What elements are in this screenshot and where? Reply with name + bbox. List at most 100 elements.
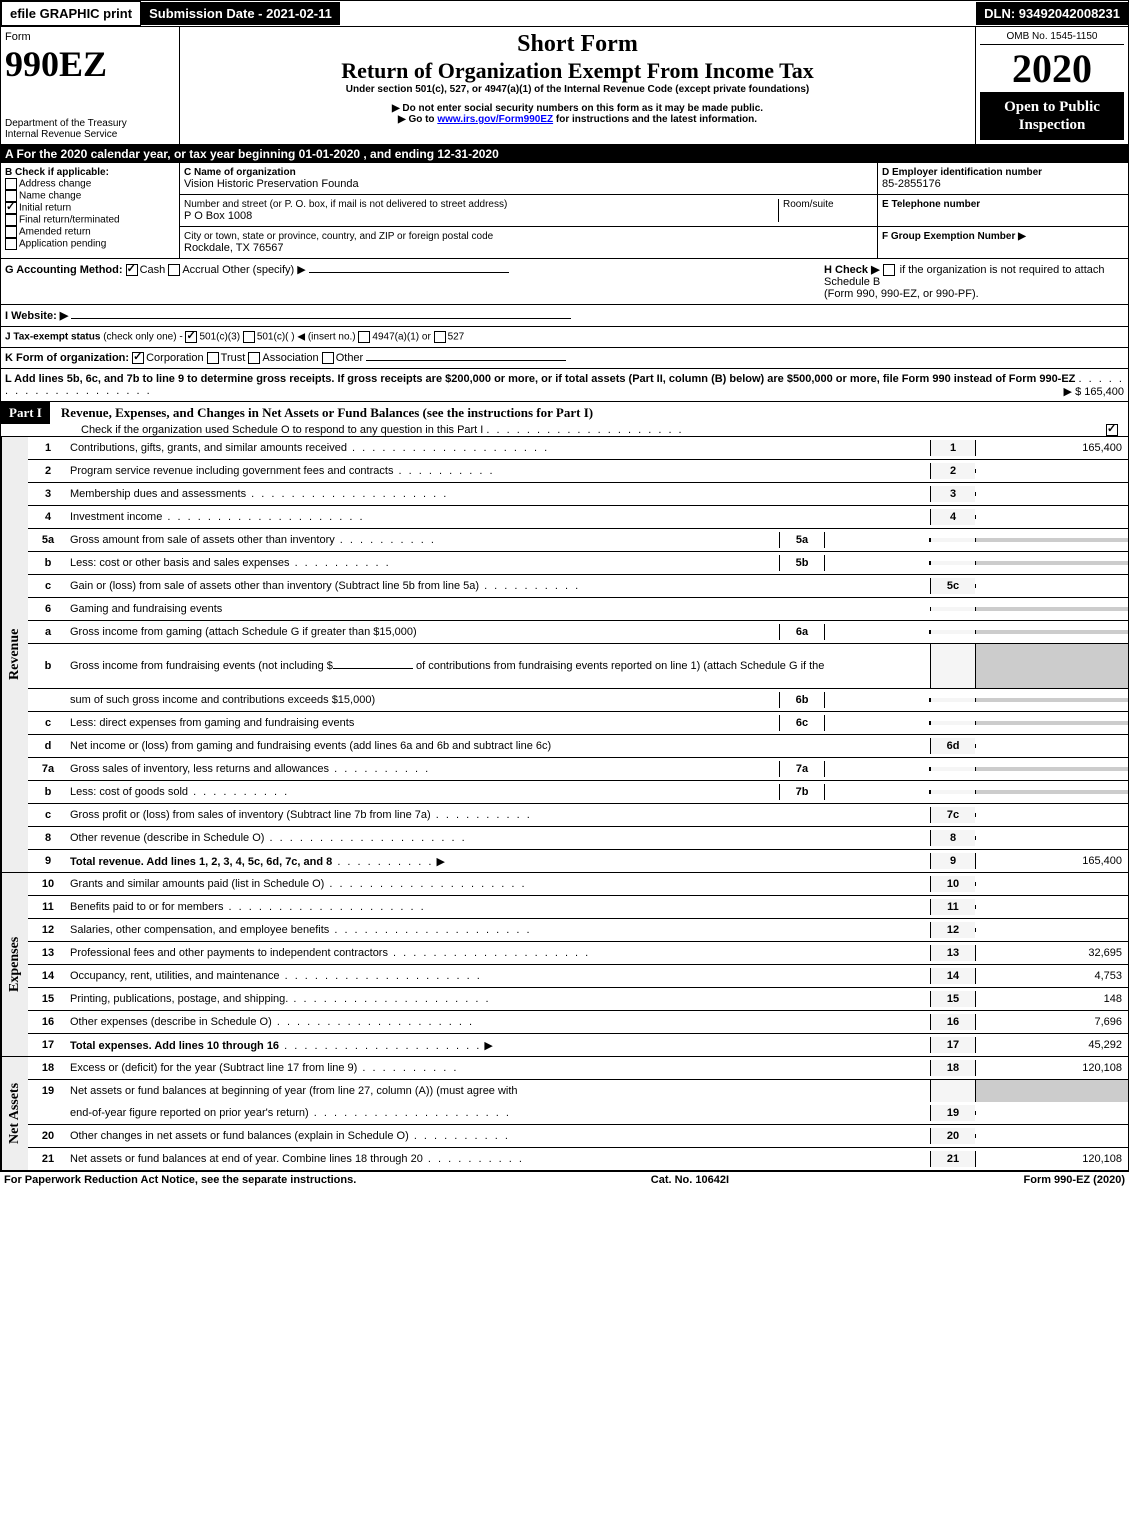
line-k: K Form of organization: Corporation Trus… bbox=[1, 348, 1128, 369]
l6b-d2: of contributions from fundraising events… bbox=[416, 660, 824, 672]
l10-num: 10 bbox=[28, 876, 68, 892]
l4-nb: 4 bbox=[930, 509, 975, 525]
irs-label: Internal Revenue Service bbox=[5, 129, 175, 140]
room-label: Room/suite bbox=[783, 199, 873, 210]
cash-checkbox[interactable] bbox=[126, 264, 138, 276]
accrual-checkbox[interactable] bbox=[168, 264, 180, 276]
l6c-num: c bbox=[28, 715, 68, 731]
other-org-input[interactable] bbox=[366, 360, 566, 361]
corp-checkbox[interactable] bbox=[132, 352, 144, 364]
l19-val bbox=[975, 1111, 1128, 1115]
l7c-nb: 7c bbox=[930, 807, 975, 823]
form-ref: Form 990-EZ (2020) bbox=[1024, 1174, 1125, 1186]
527-checkbox[interactable] bbox=[434, 331, 446, 343]
group-exemption-label: F Group Exemption Number ▶ bbox=[882, 231, 1124, 242]
l6-desc: Gaming and fundraising events bbox=[68, 601, 930, 617]
501c3-checkbox[interactable] bbox=[185, 331, 197, 343]
initial-return-checkbox[interactable] bbox=[5, 202, 17, 214]
l6b-input[interactable] bbox=[333, 668, 413, 669]
submission-date-label: Submission Date - 2021-02-11 bbox=[141, 2, 340, 25]
entity-info-section: B Check if applicable: Address change Na… bbox=[1, 163, 1128, 259]
other-method-input[interactable] bbox=[309, 272, 509, 273]
4947-checkbox[interactable] bbox=[358, 331, 370, 343]
efile-print-button[interactable]: efile GRAPHIC print bbox=[1, 1, 141, 26]
goto-post: for instructions and the latest informat… bbox=[556, 114, 757, 125]
l18-val: 120,108 bbox=[975, 1060, 1128, 1076]
revenue-side-label: Revenue bbox=[1, 437, 28, 872]
l6c-sb: 6c bbox=[779, 715, 825, 731]
527-label: 527 bbox=[448, 332, 465, 343]
no-sched-b-checkbox[interactable] bbox=[883, 264, 895, 276]
amended-return-checkbox[interactable] bbox=[5, 226, 17, 238]
l15-nb: 15 bbox=[930, 991, 975, 1007]
l7b-desc: Less: cost of goods sold bbox=[70, 786, 188, 798]
website-input[interactable] bbox=[71, 318, 571, 319]
part1-badge: Part I bbox=[1, 402, 50, 424]
l13-nb: 13 bbox=[930, 945, 975, 961]
goto-pre: ▶ Go to bbox=[398, 114, 437, 125]
l3-desc: Membership dues and assessments bbox=[70, 488, 246, 500]
dln-label: DLN: 93492042008231 bbox=[976, 2, 1128, 25]
assoc-checkbox[interactable] bbox=[248, 352, 260, 364]
box-b: B Check if applicable: Address change Na… bbox=[1, 163, 180, 258]
l12-desc: Salaries, other compensation, and employ… bbox=[70, 924, 329, 936]
l9-num: 9 bbox=[28, 853, 68, 869]
4947-label: 4947(a)(1) or bbox=[372, 332, 430, 343]
cash-label: Cash bbox=[140, 264, 166, 276]
l8-nb: 8 bbox=[930, 830, 975, 846]
other-org-checkbox[interactable] bbox=[322, 352, 334, 364]
line-j: J Tax-exempt status (check only one) - 5… bbox=[1, 327, 1128, 348]
l1-num: 1 bbox=[28, 440, 68, 456]
final-return-label: Final return/terminated bbox=[19, 215, 120, 226]
l5c-val bbox=[975, 584, 1128, 588]
l7b-num: b bbox=[28, 784, 68, 800]
form-org-label: K Form of organization: bbox=[5, 352, 129, 364]
l12-val bbox=[975, 928, 1128, 932]
501c-checkbox[interactable] bbox=[243, 331, 255, 343]
line-l: L Add lines 5b, 6c, and 7b to line 9 to … bbox=[1, 369, 1128, 402]
l6a-sb: 6a bbox=[779, 624, 825, 640]
501c3-label: 501(c)(3) bbox=[199, 332, 240, 343]
l7c-val bbox=[975, 813, 1128, 817]
street-value: P O Box 1008 bbox=[184, 210, 778, 222]
l11-desc: Benefits paid to or for members bbox=[70, 901, 223, 913]
form-container: efile GRAPHIC print Submission Date - 20… bbox=[0, 0, 1129, 1172]
l16-num: 16 bbox=[28, 1014, 68, 1030]
l7a-desc: Gross sales of inventory, less returns a… bbox=[70, 763, 329, 775]
trust-checkbox[interactable] bbox=[207, 352, 219, 364]
addr-change-checkbox[interactable] bbox=[5, 178, 17, 190]
l8-desc: Other revenue (describe in Schedule O) bbox=[70, 832, 264, 844]
revenue-section: Revenue 1Contributions, gifts, grants, a… bbox=[1, 437, 1128, 873]
ein-value: 85-2855176 bbox=[882, 178, 1124, 190]
final-return-checkbox[interactable] bbox=[5, 214, 17, 226]
accounting-method-label: G Accounting Method: bbox=[5, 264, 123, 276]
irs-link[interactable]: www.irs.gov/Form990EZ bbox=[437, 114, 553, 125]
sched-o-checkbox[interactable] bbox=[1106, 424, 1118, 436]
omb-number: OMB No. 1545-1150 bbox=[980, 31, 1124, 45]
l15-desc: Printing, publications, postage, and shi… bbox=[70, 993, 288, 1005]
l6d-num: d bbox=[28, 738, 68, 754]
l6b-sv bbox=[825, 698, 930, 702]
l7b-sb: 7b bbox=[779, 784, 825, 800]
l4-val bbox=[975, 515, 1128, 519]
line-l-text: L Add lines 5b, 6c, and 7b to line 9 to … bbox=[5, 373, 1075, 385]
l10-val bbox=[975, 882, 1128, 886]
form-number: 990EZ bbox=[5, 43, 175, 85]
line-g-h: G Accounting Method: Cash Accrual Other … bbox=[1, 259, 1128, 305]
trust-label: Trust bbox=[221, 352, 246, 364]
box-b-title: B Check if applicable: bbox=[5, 167, 175, 178]
website-label: I Website: ▶ bbox=[5, 310, 68, 322]
l19-num: 19 bbox=[28, 1083, 68, 1099]
l11-val bbox=[975, 905, 1128, 909]
l15-num: 15 bbox=[28, 991, 68, 1007]
app-pending-checkbox[interactable] bbox=[5, 238, 17, 250]
l6b-d1: Gross income from fundraising events (no… bbox=[70, 660, 333, 672]
l19-desc: Net assets or fund balances at beginning… bbox=[68, 1083, 930, 1099]
l17-nb: 17 bbox=[930, 1037, 975, 1053]
l21-nb: 21 bbox=[930, 1151, 975, 1167]
l5b-desc: Less: cost or other basis and sales expe… bbox=[70, 557, 290, 569]
l4-desc: Investment income bbox=[70, 511, 162, 523]
l10-nb: 10 bbox=[930, 876, 975, 892]
l19-desc2: end-of-year figure reported on prior yea… bbox=[70, 1107, 309, 1119]
l5a-sb: 5a bbox=[779, 532, 825, 548]
